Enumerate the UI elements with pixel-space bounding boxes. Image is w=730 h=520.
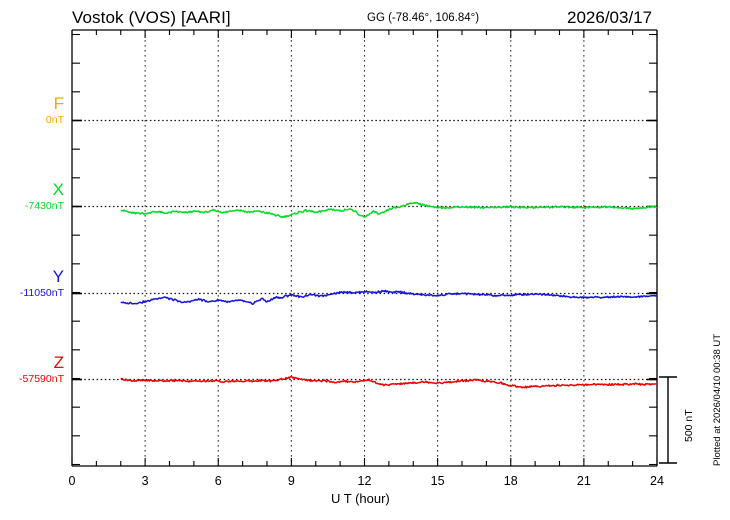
x-tick-label: 21: [576, 474, 591, 488]
grid-lines: [144, 30, 658, 466]
component-baseline-value: -11050nT: [19, 286, 64, 299]
geographic-coordinates: GG (-78.46°, 106.84°): [367, 12, 480, 24]
station-title: Vostok (VOS) [AARI]: [72, 8, 231, 27]
observation-date: 2026/03/17: [567, 8, 653, 27]
component-letter: F: [53, 93, 64, 113]
trace-x: [120, 201, 658, 219]
x-tick-label: 0: [68, 474, 76, 488]
component-label-f: F 0nT: [46, 95, 64, 126]
component-letter: Y: [52, 266, 64, 286]
x-tick-label: 18: [503, 474, 518, 488]
component-letter: X: [52, 179, 64, 199]
plotted-timestamp: Plotted at 2026/04/10 00:38 UT: [712, 333, 723, 466]
axis-ticks: [71, 30, 658, 466]
x-tick-label: 9: [287, 474, 295, 488]
component-label-y: Y -11050nT: [20, 268, 64, 299]
component-baseline-value: -7430nT: [24, 199, 64, 212]
component-letter: Z: [53, 352, 64, 372]
x-tick-label: 24: [650, 474, 664, 488]
component-label-z: Z -57590nT: [19, 354, 64, 385]
scale-bar-label: 500 nT: [683, 409, 695, 442]
component-baseline-value: 0nT: [45, 113, 64, 126]
x-tick-label: 3: [141, 474, 149, 488]
component-label-x: X -7430nT: [25, 181, 64, 212]
trace-z: [120, 375, 658, 389]
x-tick-label: 6: [214, 474, 222, 488]
component-baseline-value: -57590nT: [19, 372, 64, 385]
scale-bar: [659, 376, 677, 464]
data-traces: [120, 201, 658, 389]
x-axis-title: U T (hour): [331, 491, 390, 506]
trace-y: [120, 289, 658, 305]
x-tick-label: 15: [430, 474, 445, 488]
x-tick-label: 12: [357, 474, 372, 488]
